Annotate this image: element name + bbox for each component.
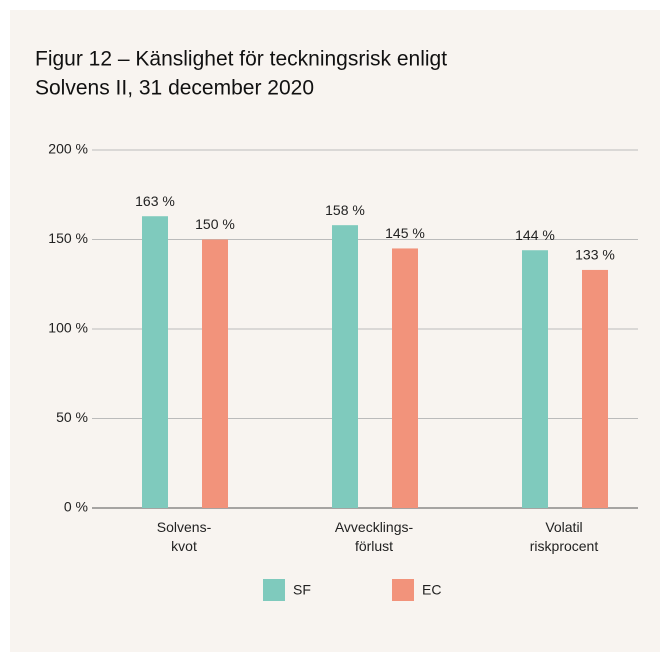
y-tick-label: 0 % [64, 499, 88, 515]
bar [522, 250, 548, 509]
bar [142, 216, 168, 509]
value-label: 145 % [385, 225, 425, 241]
legend-swatch [392, 579, 414, 601]
y-tick-label: 50 % [56, 409, 88, 425]
y-tick-label: 100 % [48, 320, 88, 336]
value-label: 150 % [195, 216, 235, 232]
legend-swatch [263, 579, 285, 601]
legend-label: EC [422, 582, 441, 598]
bar [202, 239, 228, 508]
value-label: 158 % [325, 202, 365, 218]
value-label: 133 % [575, 247, 615, 263]
x-tick-label: Avvecklings-förlust [335, 519, 414, 554]
value-label: 163 % [135, 193, 175, 209]
y-tick-label: 200 % [48, 141, 88, 157]
bar [392, 248, 418, 508]
value-label: 144 % [515, 227, 555, 243]
chart-title: Solvens II, 31 december 2020 [35, 77, 314, 100]
legend-label: SF [293, 582, 311, 598]
x-tick-label: Volatil riskprocent [530, 519, 599, 554]
chart-title: Figur 12 – Känslighet för teckningsrisk … [35, 48, 447, 71]
y-tick-label: 150 % [48, 230, 88, 246]
x-tick-label: Solvens-kvot [157, 519, 212, 554]
bar [582, 269, 608, 508]
bar [332, 225, 358, 508]
